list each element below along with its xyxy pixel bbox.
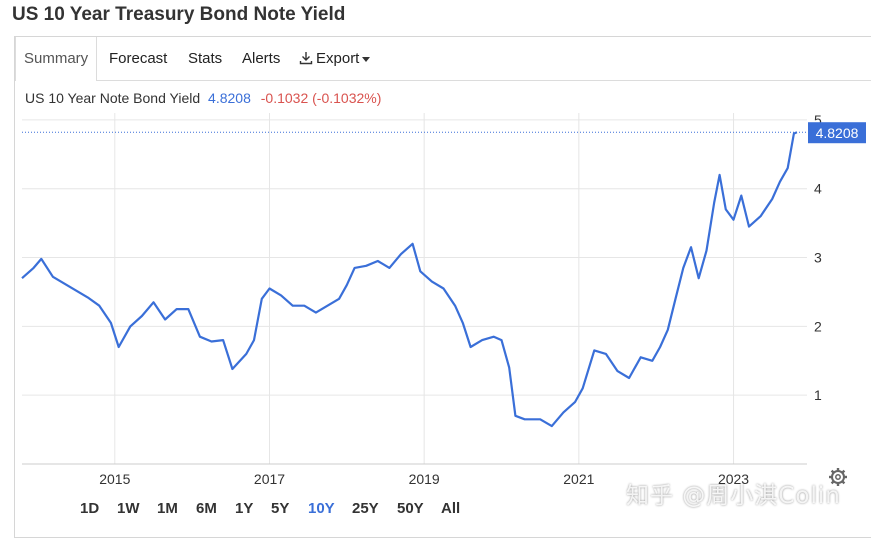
tab-summary[interactable]: Summary xyxy=(15,37,98,81)
range-6m[interactable]: 6M xyxy=(196,500,217,517)
y-tick-label: 2 xyxy=(814,318,822,334)
range-1d[interactable]: 1D xyxy=(80,500,100,517)
page-title: US 10 Year Treasury Bond Note Yield xyxy=(12,4,346,25)
chart-legend: US 10 Year Note Bond Yield 4.8208 -0.103… xyxy=(25,90,381,106)
y-tick-label: 5 xyxy=(814,112,822,128)
range-all[interactable]: All xyxy=(441,500,461,517)
x-tick-label: 2017 xyxy=(254,471,285,487)
legend-last-value: 4.8208 xyxy=(208,90,251,106)
last-value-badge-label: 4.8208 xyxy=(816,125,859,141)
x-tick-label: 2023 xyxy=(718,471,749,487)
tab-export[interactable]: Export xyxy=(299,37,371,80)
tab-alerts[interactable]: Alerts xyxy=(242,50,281,67)
y-tick-label: 3 xyxy=(814,250,822,266)
y-tick-label: 1 xyxy=(814,387,822,403)
range-1w[interactable]: 1W xyxy=(117,500,140,517)
range-25y[interactable]: 25Y xyxy=(352,500,379,517)
watermark: 知乎 @周小淇Colin xyxy=(626,483,841,509)
tab-forecast[interactable]: Forecast xyxy=(109,50,168,67)
export-label: Export xyxy=(316,50,360,67)
tab-stats[interactable]: Stats xyxy=(188,50,223,67)
gear-icon[interactable] xyxy=(828,467,848,487)
y-tick-label: 4 xyxy=(814,181,822,197)
range-5y[interactable]: 5Y xyxy=(271,500,290,517)
download-icon xyxy=(299,52,313,65)
caret-down-icon xyxy=(362,56,371,62)
series-line xyxy=(21,131,798,428)
range-1m[interactable]: 1M xyxy=(157,500,178,517)
range-1y[interactable]: 1Y xyxy=(235,500,254,517)
x-tick-label: 2015 xyxy=(99,471,130,487)
x-tick-label: 2019 xyxy=(409,471,440,487)
yield-chart: 1 2 3 4 5 2015 2017 2019 2021 2023 4.8208 xyxy=(21,112,866,487)
range-50y[interactable]: 50Y xyxy=(397,500,424,517)
range-10y[interactable]: 10Y xyxy=(308,500,335,517)
last-value-badge xyxy=(808,122,866,144)
legend-series-name: US 10 Year Note Bond Yield xyxy=(25,90,201,106)
legend-change: -0.1032 (-0.1032%) xyxy=(260,90,382,106)
range-selector: 1D 1W 1M 6M 1Y 5Y 10Y 25Y 50Y All xyxy=(0,494,871,524)
x-tick-label: 2021 xyxy=(563,471,594,487)
tab-bar: Summary Forecast Stats Alerts Export xyxy=(15,37,871,81)
